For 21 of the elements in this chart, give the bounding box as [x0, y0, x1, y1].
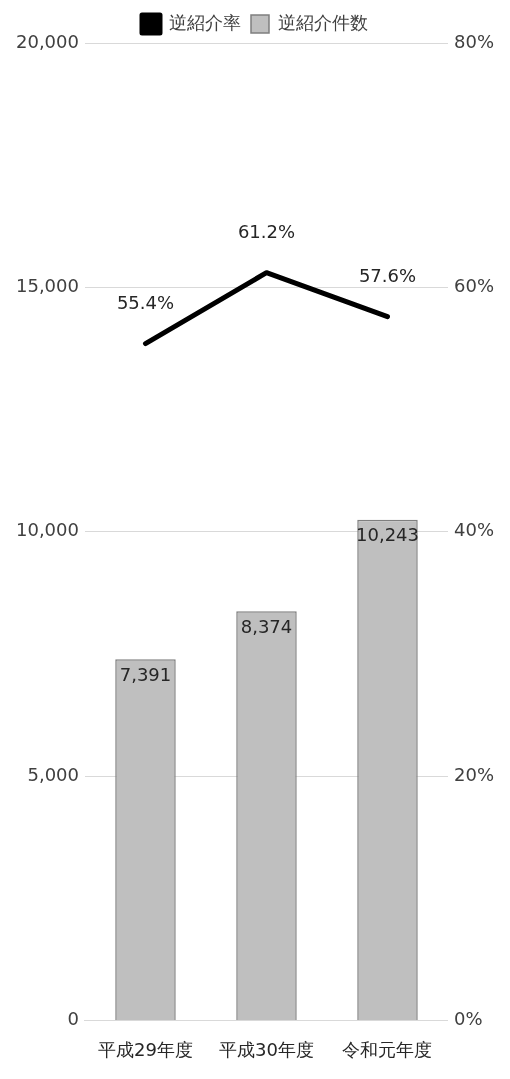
legend-label: 逆紹介率: [169, 11, 241, 33]
y2-tick-label: 0%: [453, 1008, 483, 1030]
y2-tick-label: 80%: [453, 30, 495, 52]
y2-tick-label: 60%: [453, 275, 495, 297]
data-label: 10,243: [356, 524, 419, 546]
y-tick-label: 0: [67, 1008, 79, 1030]
x-tick-label: 令和元年度: [342, 1038, 433, 1060]
data-label: 57.6%: [358, 265, 417, 287]
y-tick-label: 15,000: [16, 275, 79, 297]
data-label: 8,374: [240, 615, 293, 637]
data-label: 61.2%: [237, 221, 296, 243]
data-label: 7,391: [119, 663, 172, 685]
y-tick-label: 10,000: [16, 519, 79, 541]
y-tick-label: 20,000: [16, 30, 79, 52]
y-tick-label: 5,000: [27, 763, 79, 785]
x-tick-label: 平成29年度: [98, 1038, 193, 1060]
data-label: 55.4%: [116, 292, 175, 314]
y2-tick-label: 20%: [453, 763, 495, 785]
y2-tick-label: 40%: [453, 519, 495, 541]
x-tick-label: 平成30年度: [219, 1038, 314, 1060]
legend-label: 逆紹介件数: [278, 11, 368, 33]
